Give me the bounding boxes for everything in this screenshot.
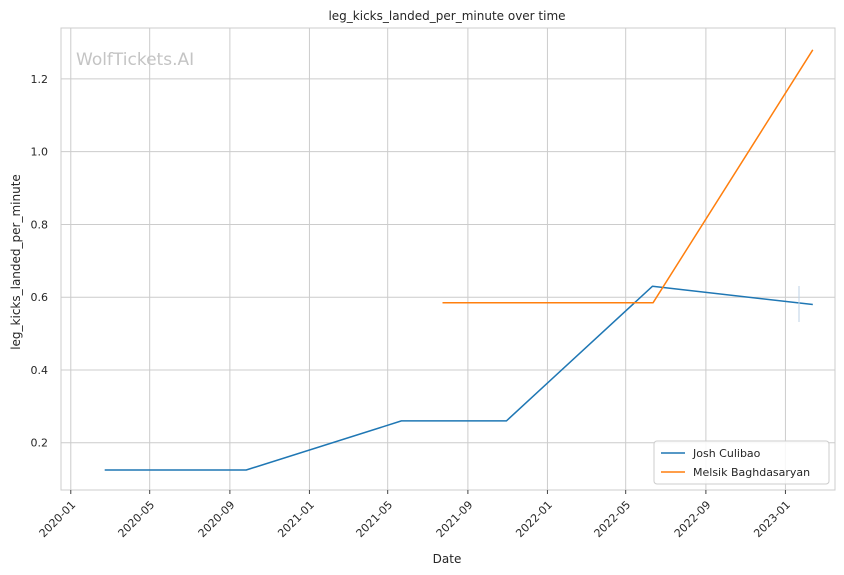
- y-axis-label: leg_kicks_landed_per_minute: [9, 174, 23, 350]
- grid: [61, 28, 835, 490]
- series-lines: [104, 49, 814, 471]
- y-tick-label: 0.2: [31, 437, 49, 450]
- x-tick-label: 2020-09: [196, 498, 238, 540]
- legend-label-josh-culibao: Josh Culibao: [692, 447, 761, 460]
- legend-label-melsik-baghdasaryan: Melsik Baghdasaryan: [693, 466, 810, 479]
- y-ticks: 0.2 0.4 0.6 0.8 1.0 1.2: [31, 73, 49, 450]
- x-tick-label: 2022-05: [592, 498, 634, 540]
- y-tick-label: 0.8: [31, 218, 49, 231]
- x-axis-label: Date: [433, 552, 462, 566]
- y-tick-label: 1.0: [31, 146, 49, 159]
- chart-title: leg_kicks_landed_per_minute over time: [328, 9, 565, 23]
- x-tick-label: 2021-01: [275, 498, 317, 540]
- x-tick-label: 2020-05: [116, 498, 158, 540]
- watermark-text: WolfTickets.AI: [76, 50, 194, 70]
- x-ticks: 2020-01 2020-05 2020-09 2021-01 2021-05 2021-…: [37, 490, 793, 540]
- series-line-josh-culibao: [104, 285, 813, 471]
- series-line-melsik-baghdasaryan: [442, 49, 814, 304]
- legend-box: [653, 440, 830, 485]
- x-tick-label: 2021-05: [354, 498, 396, 540]
- x-tick-label: 2020-01: [37, 498, 79, 540]
- y-tick-label: 0.4: [31, 364, 49, 377]
- y-tick-label: 1.2: [31, 73, 49, 86]
- x-tick-label: 2022-09: [672, 498, 714, 540]
- y-tick-label: 0.6: [31, 291, 49, 304]
- legend: Josh Culibao Melsik Baghdasaryan: [653, 440, 830, 485]
- plot-frame: [60, 27, 836, 491]
- x-tick-label: 2022-01: [513, 498, 555, 540]
- x-tick-label: 2021-09: [434, 498, 476, 540]
- x-tick-label: 2023-01: [751, 498, 793, 540]
